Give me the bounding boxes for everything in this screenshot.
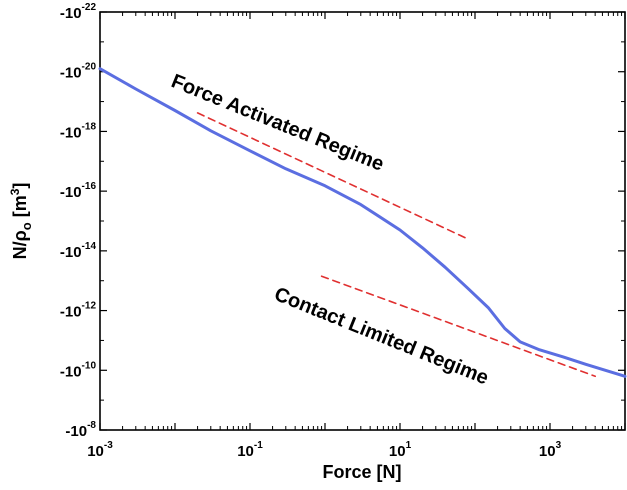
x-tick-label: 103 [539,440,562,460]
y-axis-title-unit-sup: 3 [8,188,22,195]
x-tick-label: 10-1 [237,440,263,460]
y-axis-title-sub: o [19,222,34,230]
series-line-main [98,67,627,378]
y-axis-title-base: N/ρ [10,230,30,259]
y-tick-label: -10-18 [60,121,97,141]
y-tick-label: -10-12 [60,301,97,321]
y-tick-label: -10-10 [60,360,97,380]
axis-ticks [99,11,626,431]
series-line-asymptote-1 [196,112,469,240]
x-axis-title: Force [N] [322,462,401,482]
y-tick-label: -10-14 [60,241,97,261]
y-tick-label: -10-8 [65,420,96,440]
x-tick-label: 101 [389,440,412,460]
y-tick-label: -10-20 [60,62,97,82]
y-tick-label: -10-16 [60,181,97,201]
y-tick-labels: -10-22 -10-20 -10-18 -10-16 -10-14 -10-12 -10-… [60,2,97,440]
annotation-contact-limited: Contact Limited Regime [271,283,491,389]
x-tick-labels: 10-3 10-1 101 103 [87,440,561,460]
annotation-force-activated: Force Activated Regime [168,70,387,175]
series-group [98,67,627,378]
series-line-asymptote-2 [320,275,597,378]
x-tick-label: 10-3 [87,440,113,460]
y-tick-label: -10-22 [60,2,97,22]
y-axis-title: N/ρo [m3] [8,183,34,260]
y-axis-title-unit-open: [m [10,195,30,222]
y-axis-title-unit-close: ] [10,183,30,189]
